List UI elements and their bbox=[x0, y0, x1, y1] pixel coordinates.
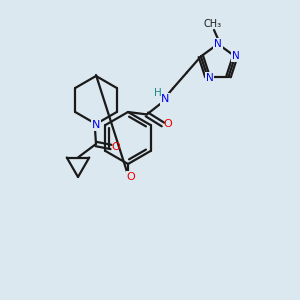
Text: N: N bbox=[161, 94, 169, 104]
Text: H: H bbox=[154, 88, 162, 98]
Text: CH₃: CH₃ bbox=[204, 19, 222, 29]
Text: N: N bbox=[92, 120, 100, 130]
Text: O: O bbox=[127, 172, 135, 182]
Text: O: O bbox=[112, 142, 120, 152]
Text: N: N bbox=[214, 39, 222, 49]
Text: N: N bbox=[232, 51, 240, 62]
Text: N: N bbox=[206, 73, 213, 82]
Text: O: O bbox=[164, 119, 172, 129]
